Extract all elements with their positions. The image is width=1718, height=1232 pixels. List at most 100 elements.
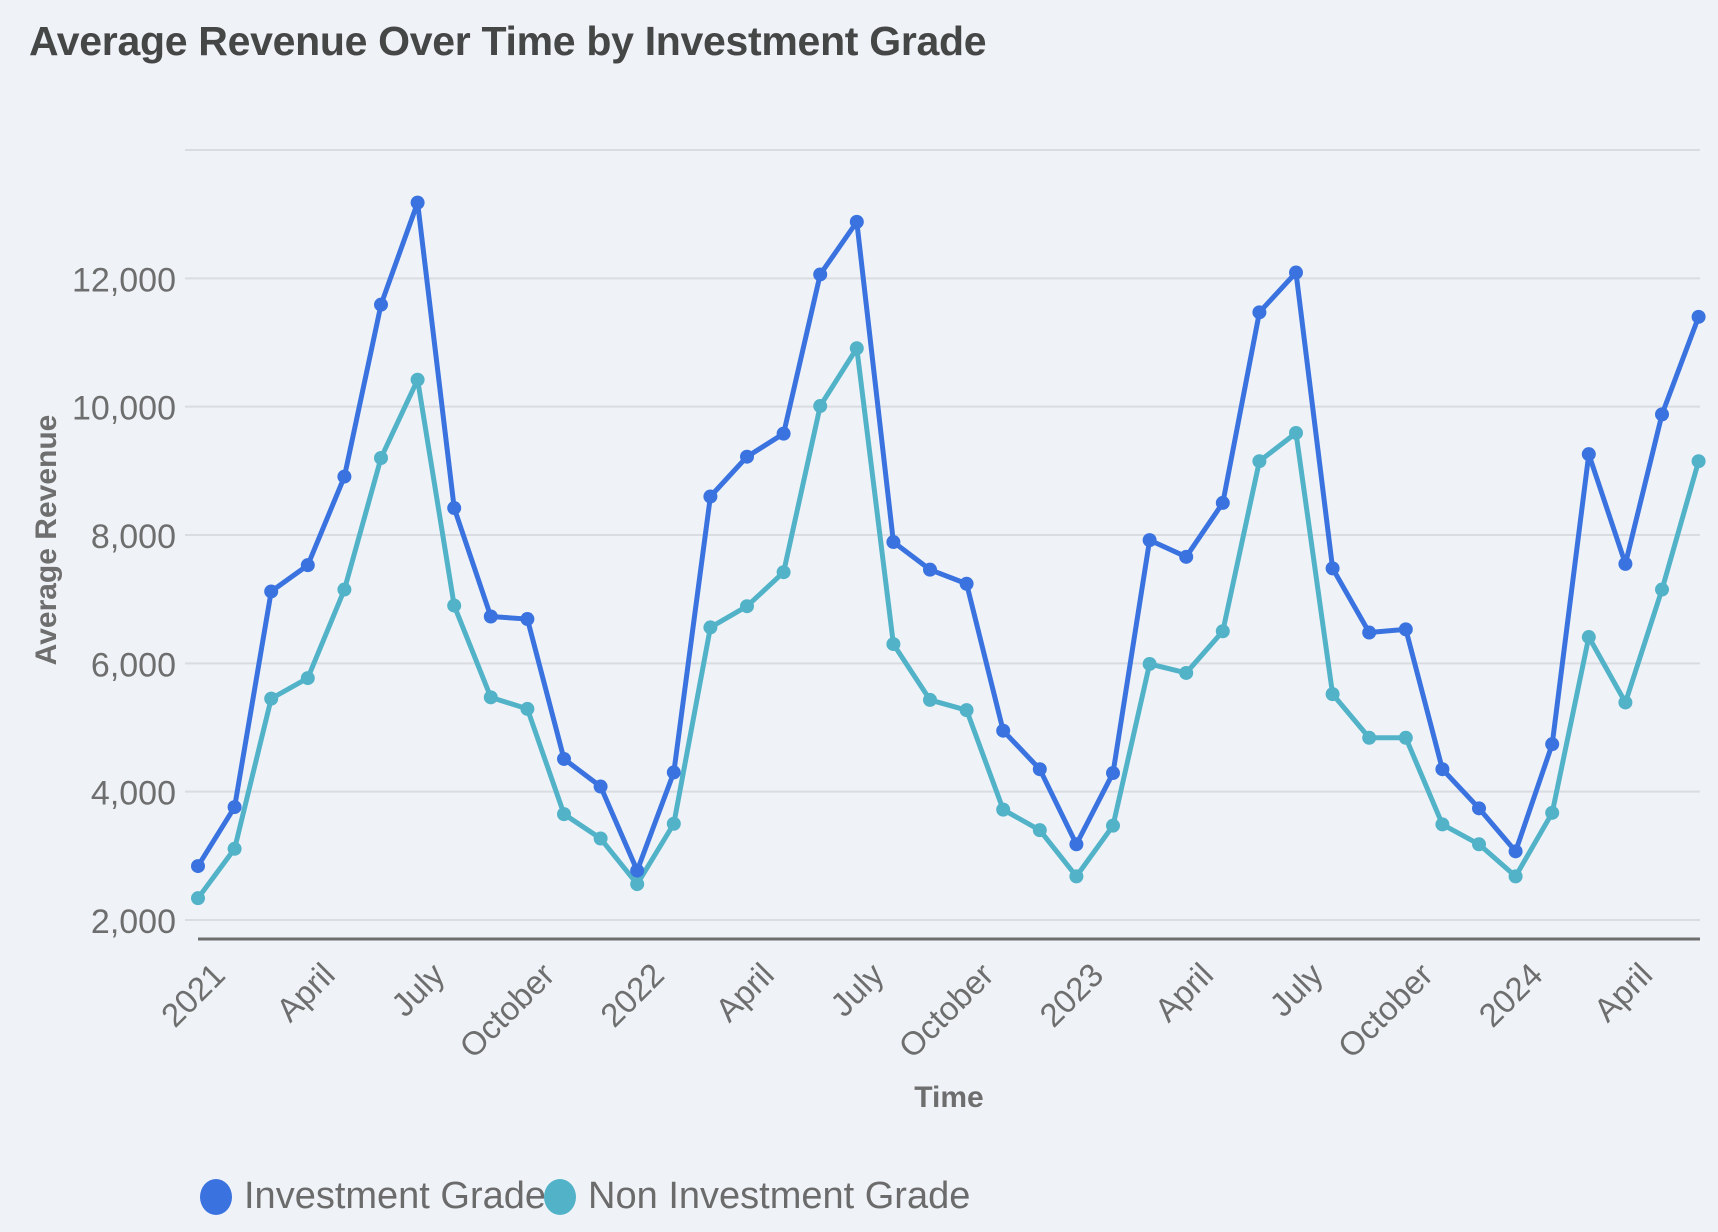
data-point-investment-grade[interactable]: [1069, 837, 1084, 852]
data-point-non-investment-grade[interactable]: [630, 877, 645, 892]
data-point-non-investment-grade[interactable]: [1106, 818, 1120, 833]
data-point-investment-grade[interactable]: [227, 800, 242, 815]
data-point-investment-grade[interactable]: [191, 859, 205, 874]
data-point-investment-grade[interactable]: [300, 558, 315, 573]
data-point-investment-grade[interactable]: [703, 489, 718, 504]
data-point-non-investment-grade[interactable]: [227, 841, 242, 856]
data-point-non-investment-grade[interactable]: [886, 637, 901, 652]
data-point-non-investment-grade[interactable]: [959, 703, 974, 718]
data-point-investment-grade[interactable]: [813, 267, 828, 282]
data-point-non-investment-grade[interactable]: [374, 451, 388, 465]
data-point-investment-grade[interactable]: [483, 609, 498, 624]
data-point-non-investment-grade[interactable]: [1142, 656, 1157, 671]
data-point-non-investment-grade[interactable]: [337, 582, 352, 597]
data-point-investment-grade[interactable]: [410, 195, 425, 210]
legend-item-investment-grade[interactable]: Investment Grade: [200, 1175, 546, 1218]
data-point-investment-grade[interactable]: [1142, 533, 1157, 548]
data-point-non-investment-grade[interactable]: [1691, 454, 1706, 469]
data-point-non-investment-grade[interactable]: [483, 690, 498, 705]
x-tick-label: October: [1331, 956, 1440, 1065]
data-point-investment-grade[interactable]: [1252, 305, 1267, 320]
data-point-investment-grade[interactable]: [337, 469, 352, 484]
y-tick-label: 6,000: [91, 646, 176, 684]
data-point-non-investment-grade[interactable]: [1581, 630, 1596, 645]
data-point-non-investment-grade[interactable]: [1655, 582, 1669, 597]
data-point-investment-grade[interactable]: [593, 779, 608, 794]
data-point-investment-grade[interactable]: [1435, 762, 1450, 777]
data-point-investment-grade[interactable]: [666, 765, 681, 780]
data-point-investment-grade[interactable]: [1398, 622, 1413, 637]
y-tick-label: 10,000: [72, 390, 176, 428]
data-point-non-investment-grade[interactable]: [300, 671, 315, 686]
data-point-investment-grade[interactable]: [849, 214, 864, 229]
data-point-investment-grade[interactable]: [1362, 625, 1377, 640]
series-non-investment-grade: [191, 341, 1706, 906]
data-point-non-investment-grade[interactable]: [264, 691, 279, 706]
series-line-non-investment-grade: [195, 345, 1702, 900]
data-point-non-investment-grade[interactable]: [849, 341, 864, 356]
data-point-investment-grade[interactable]: [1545, 737, 1560, 752]
data-point-non-investment-grade[interactable]: [1289, 425, 1303, 440]
data-point-non-investment-grade[interactable]: [1069, 869, 1084, 884]
data-point-investment-grade[interactable]: [959, 576, 974, 591]
data-point-investment-grade[interactable]: [886, 535, 901, 550]
x-tick-label: July: [1262, 955, 1330, 1023]
data-point-non-investment-grade[interactable]: [410, 372, 425, 387]
data-point-non-investment-grade[interactable]: [1545, 805, 1560, 820]
data-point-non-investment-grade[interactable]: [520, 701, 535, 716]
data-point-investment-grade[interactable]: [1179, 549, 1194, 564]
data-point-non-investment-grade[interactable]: [996, 802, 1011, 817]
data-point-non-investment-grade[interactable]: [1472, 837, 1486, 852]
x-tick-label: April: [269, 956, 342, 1029]
y-axis-ticks: 2,000 4,000 6,000 8,000 10,000 12,000: [72, 261, 176, 941]
data-point-non-investment-grade[interactable]: [740, 599, 754, 614]
data-point-non-investment-grade[interactable]: [1362, 730, 1377, 745]
data-point-non-investment-grade[interactable]: [1032, 823, 1047, 838]
data-point-investment-grade[interactable]: [1472, 801, 1486, 816]
y-tick-label: 12,000: [72, 261, 176, 299]
data-point-investment-grade[interactable]: [1581, 447, 1596, 462]
data-point-non-investment-grade[interactable]: [593, 831, 608, 846]
data-point-non-investment-grade[interactable]: [923, 692, 937, 707]
x-tick-label: July: [823, 955, 891, 1023]
data-point-investment-grade[interactable]: [1508, 844, 1523, 859]
data-point-non-investment-grade[interactable]: [813, 399, 828, 414]
data-point-investment-grade[interactable]: [740, 449, 754, 464]
data-point-non-investment-grade[interactable]: [1325, 687, 1340, 702]
data-point-non-investment-grade[interactable]: [447, 598, 462, 613]
data-point-investment-grade[interactable]: [996, 723, 1011, 738]
data-point-non-investment-grade[interactable]: [1252, 454, 1267, 469]
x-tick-label: October: [891, 956, 1000, 1065]
data-point-non-investment-grade[interactable]: [557, 807, 571, 822]
data-point-investment-grade[interactable]: [1618, 556, 1633, 571]
data-point-investment-grade[interactable]: [1032, 762, 1047, 777]
data-point-investment-grade[interactable]: [1325, 561, 1340, 576]
data-point-investment-grade[interactable]: [1215, 495, 1230, 510]
data-point-investment-grade[interactable]: [374, 297, 388, 312]
data-point-investment-grade[interactable]: [1106, 766, 1120, 781]
data-point-non-investment-grade[interactable]: [1398, 730, 1413, 745]
data-point-non-investment-grade[interactable]: [1435, 817, 1450, 832]
x-tick-label: April: [1586, 956, 1659, 1029]
legend-item-non-investment-grade[interactable]: Non Investment Grade: [544, 1175, 970, 1218]
data-point-non-investment-grade[interactable]: [1618, 695, 1633, 710]
data-point-investment-grade[interactable]: [264, 584, 279, 599]
data-point-investment-grade[interactable]: [1289, 265, 1303, 280]
data-point-non-investment-grade[interactable]: [776, 565, 791, 580]
data-point-investment-grade[interactable]: [776, 426, 791, 441]
data-point-investment-grade[interactable]: [1691, 309, 1706, 324]
data-point-non-investment-grade[interactable]: [1508, 869, 1523, 884]
data-point-non-investment-grade[interactable]: [666, 816, 681, 831]
x-tick-label: 2022: [593, 956, 671, 1034]
data-point-non-investment-grade[interactable]: [191, 891, 205, 906]
data-point-non-investment-grade[interactable]: [1215, 624, 1230, 639]
data-point-investment-grade[interactable]: [557, 751, 571, 766]
y-tick-label: 4,000: [91, 775, 176, 813]
data-point-investment-grade[interactable]: [1655, 407, 1669, 422]
data-point-investment-grade[interactable]: [630, 863, 645, 878]
data-point-investment-grade[interactable]: [520, 612, 535, 627]
data-point-investment-grade[interactable]: [923, 562, 937, 577]
data-point-non-investment-grade[interactable]: [1179, 665, 1194, 680]
data-point-investment-grade[interactable]: [447, 501, 462, 516]
data-point-non-investment-grade[interactable]: [703, 620, 718, 635]
